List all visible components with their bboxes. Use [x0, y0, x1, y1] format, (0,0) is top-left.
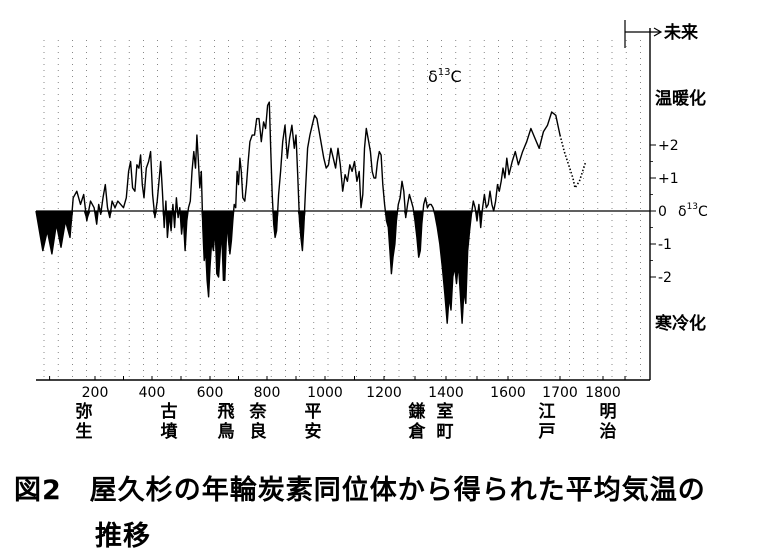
negative-fill-area: [36, 211, 560, 324]
x-tick-label-1200: 1200: [366, 385, 402, 401]
figure-caption-line2: 推移: [95, 521, 151, 552]
x-tick-label-1700: 1700: [542, 385, 578, 401]
vertical-gridlines: [43, 40, 641, 378]
era-label: 室町: [436, 402, 454, 442]
x-tick-labels: 200 400 600 800 1000 1200 1400 1600 1700 1800: [82, 385, 621, 401]
chart-svg: 200 400 600 800 1000 1200 1400 1600 1700 1800 +2+…: [35, 20, 708, 401]
y-tick-labels: +2 +1 0 -1 -2: [658, 138, 679, 286]
negative-anomaly-fills: [36, 211, 560, 324]
y-tick-label: 0: [658, 204, 667, 220]
delta13c-curve-dotted: [559, 134, 587, 190]
y-tick-label: +2: [658, 138, 679, 154]
y-unit-label: δ13C: [678, 202, 708, 220]
era-label: 平安: [304, 402, 322, 442]
y-tick-marks: [650, 144, 656, 278]
series-label: δ13C: [428, 67, 462, 86]
y-tick-label: +1: [658, 171, 679, 187]
future-label: 未来: [663, 22, 699, 43]
x-tick-label-800: 800: [254, 385, 281, 401]
x-tick-label-1400: 1400: [428, 385, 464, 401]
era-label: 飛鳥: [217, 402, 235, 442]
delta13c-curve: [35, 101, 561, 324]
x-tick-label-1000: 1000: [307, 385, 343, 401]
y-tick-label: -1: [658, 237, 672, 253]
era-label: 古墳: [160, 402, 178, 442]
x-tick-label-1600: 1600: [490, 385, 526, 401]
x-tick-label-600: 600: [197, 385, 224, 401]
future-arrow-head: [653, 27, 663, 37]
y-tick-label: -2: [658, 270, 672, 286]
x-tick-label-400: 400: [139, 385, 166, 401]
era-label: 江戸: [538, 402, 556, 442]
warm-label: 温暖化: [655, 88, 706, 109]
era-label: 奈良: [249, 402, 267, 442]
era-label: 弥生: [75, 402, 93, 442]
x-tick-marks: [49, 376, 626, 380]
x-tick-label-200: 200: [82, 385, 109, 401]
figure-caption-line1: 図2 屋久杉の年輪炭素同位体から得られた平均気温の: [14, 475, 706, 506]
era-label: 明治: [599, 402, 617, 442]
cold-label: 寒冷化: [655, 313, 706, 334]
era-label: 鎌倉: [408, 402, 426, 442]
x-tick-label-1800: 1800: [585, 385, 621, 401]
